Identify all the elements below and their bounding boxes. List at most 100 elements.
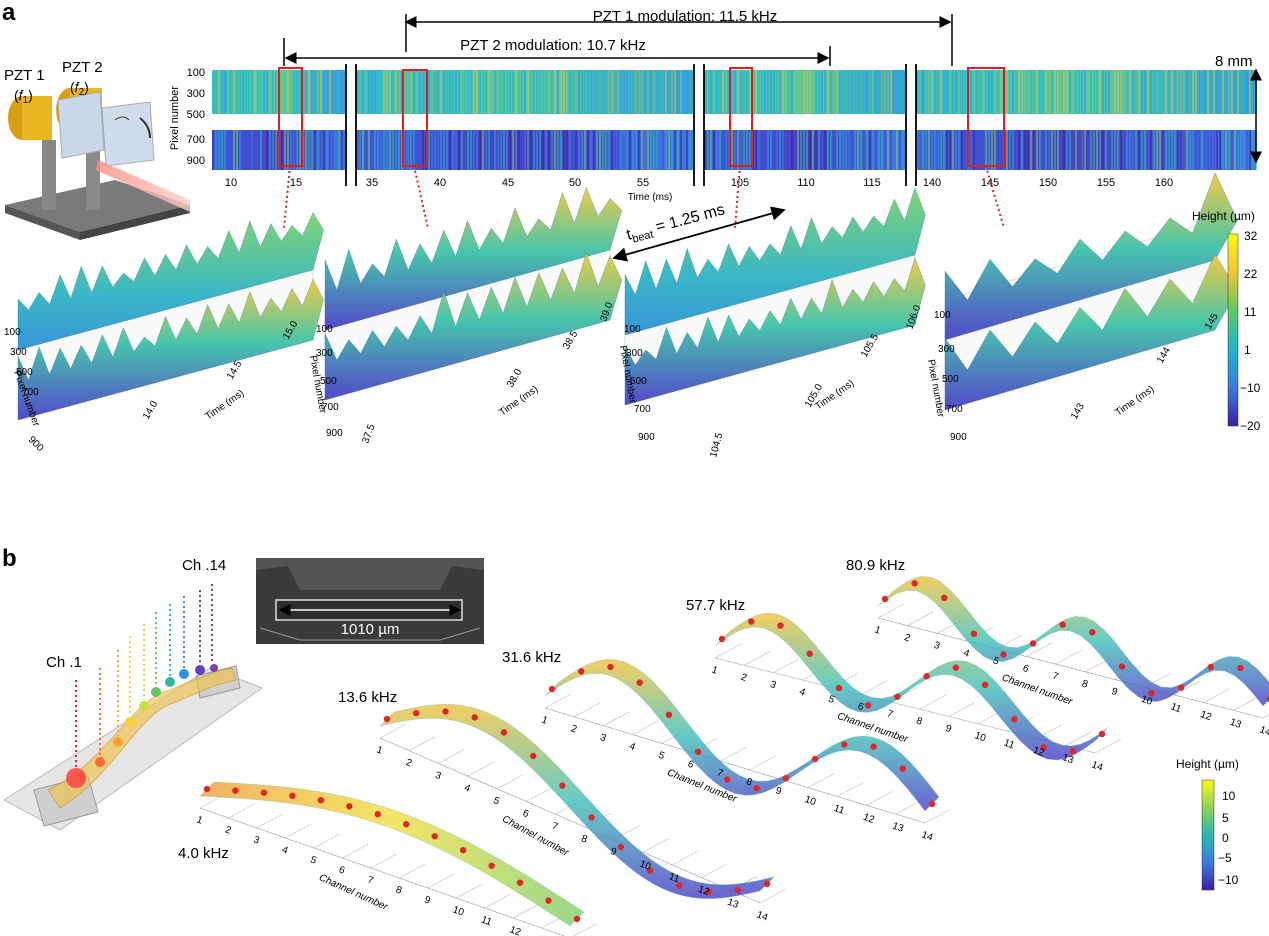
svg-text:55: 55 [637, 177, 649, 189]
svg-text:Time (ms): Time (ms) [1113, 384, 1156, 419]
pzt1-label: PZT 1 [4, 67, 45, 84]
channel-tick: 14 [1090, 759, 1105, 773]
svg-text:145: 145 [981, 177, 999, 189]
strip-ytick: 300 [187, 88, 205, 100]
channel-tick: 4 [798, 686, 807, 698]
channel-axis-label: Channel number [317, 872, 390, 913]
svg-text:140: 140 [923, 177, 941, 189]
channel-tick: 13 [891, 821, 906, 835]
panel-b-label: b [2, 545, 17, 572]
channel-tick: 7 [366, 874, 375, 886]
svg-text:143: 143 [1069, 401, 1087, 421]
svg-text:500: 500 [320, 376, 337, 387]
svg-text:700: 700 [946, 404, 963, 415]
svg-text:900: 900 [950, 432, 967, 443]
svg-text:100: 100 [934, 310, 951, 321]
svg-text:700: 700 [22, 387, 39, 398]
beam-device-illustration [3, 584, 264, 831]
strip-xticks: 10 15 35 40 45 50 55 105 110 115 140 145… [225, 177, 1173, 189]
svg-text:100: 100 [316, 324, 333, 335]
channel-tick: 6 [337, 864, 346, 876]
mode-freq-4: 80.9 kHz [846, 557, 905, 574]
svg-text:300: 300 [316, 348, 333, 359]
svg-text:11: 11 [1244, 305, 1257, 319]
svg-text:155: 155 [1097, 177, 1115, 189]
surface-plots [17, 172, 1238, 421]
strip-ytick: 700 [187, 134, 205, 146]
panel-a-label: a [2, 0, 16, 26]
channel-tick: 9 [609, 846, 618, 858]
svg-text:14.0: 14.0 [141, 399, 160, 422]
svg-text:−10: −10 [1240, 381, 1261, 395]
channel-tick: 10 [638, 859, 653, 873]
channel-tick: 8 [915, 716, 924, 728]
channel-tick: 4 [280, 844, 289, 856]
svg-text:38.0: 38.0 [505, 367, 524, 390]
svg-text:Pixel number: Pixel number [925, 359, 946, 419]
channel-tick: 2 [404, 757, 413, 769]
svg-text:1: 1 [1244, 343, 1251, 357]
channel-tick: 1 [375, 744, 384, 756]
svg-text:Time (ms): Time (ms) [497, 384, 540, 419]
strip-plot [212, 64, 1257, 229]
channel-tick: 4 [962, 648, 971, 660]
svg-text:110: 110 [797, 177, 815, 189]
channel-tick: 1 [540, 714, 549, 726]
sem-scale-label: 1010 µm [341, 621, 400, 638]
svg-text:−5: −5 [1218, 851, 1232, 865]
strip-ytick: 100 [187, 67, 205, 79]
strip-ytick: 500 [187, 109, 205, 121]
channel-tick: 12 [862, 812, 877, 826]
channel-tick: 6 [686, 759, 695, 771]
channel-tick: 11 [667, 871, 681, 885]
channel-tick: 7 [1051, 671, 1060, 683]
channel-tick: 4 [463, 783, 472, 795]
colorbar-a-ticks: 32 22 11 1 −10 −20 [1240, 229, 1261, 433]
svg-text:35: 35 [366, 177, 378, 189]
channel-tick: 12 [1199, 709, 1214, 723]
channel-axis-label: Channel number [500, 814, 571, 859]
strip-xlabel: Time (ms) [628, 192, 673, 203]
channel-tick: 7 [715, 768, 724, 780]
channel-tick: 3 [252, 834, 261, 846]
mode-freq-2: 31.6 kHz [502, 649, 561, 666]
channel-tick: 10 [1140, 694, 1155, 708]
svg-text:100: 100 [4, 327, 21, 338]
channel-tick: 7 [550, 821, 559, 833]
channel-tick: 11 [1002, 738, 1016, 752]
channel-tick: 13 [726, 897, 741, 911]
svg-text:300: 300 [10, 347, 27, 358]
svg-text:5: 5 [1222, 811, 1229, 825]
svg-text:100: 100 [624, 324, 641, 335]
svg-text:500: 500 [16, 367, 33, 378]
svg-text:160: 160 [1155, 177, 1173, 189]
svg-text:10: 10 [225, 177, 237, 189]
channel-tick: 10 [451, 904, 466, 918]
channel-tick: 6 [521, 808, 530, 820]
svg-text:900: 900 [638, 432, 655, 443]
channel-tick: 5 [657, 750, 666, 762]
channel-tick: 12 [1032, 745, 1047, 759]
channel-tick: 6 [1021, 663, 1030, 675]
ch1-label: Ch .1 [46, 654, 82, 671]
svg-text:15: 15 [290, 177, 302, 189]
beat-arrow [612, 206, 786, 262]
svg-text:500: 500 [942, 374, 959, 385]
channel-tick: 8 [394, 884, 403, 896]
channel-tick: 4 [628, 741, 637, 753]
pzt2-label: PZT 2 [62, 59, 103, 76]
channel-tick: 14 [1258, 724, 1269, 738]
svg-text:45: 45 [502, 177, 514, 189]
svg-text:104.5: 104.5 [708, 431, 725, 458]
svg-text:37.5: 37.5 [360, 423, 377, 445]
colorbar-b [1201, 779, 1215, 891]
pzt2-modulation-label: PZT 2 modulation: 10.7 kHz [460, 37, 646, 54]
colorbar-a-title: Height (µm) [1192, 209, 1255, 223]
mode-freq-0: 4.0 kHz [178, 845, 229, 862]
svg-text:50: 50 [569, 177, 581, 189]
channel-tick: 7 [885, 708, 894, 720]
svg-text:300: 300 [626, 348, 643, 359]
scale-bar-label: 8 mm [1215, 53, 1253, 70]
channel-tick: 5 [309, 854, 318, 866]
